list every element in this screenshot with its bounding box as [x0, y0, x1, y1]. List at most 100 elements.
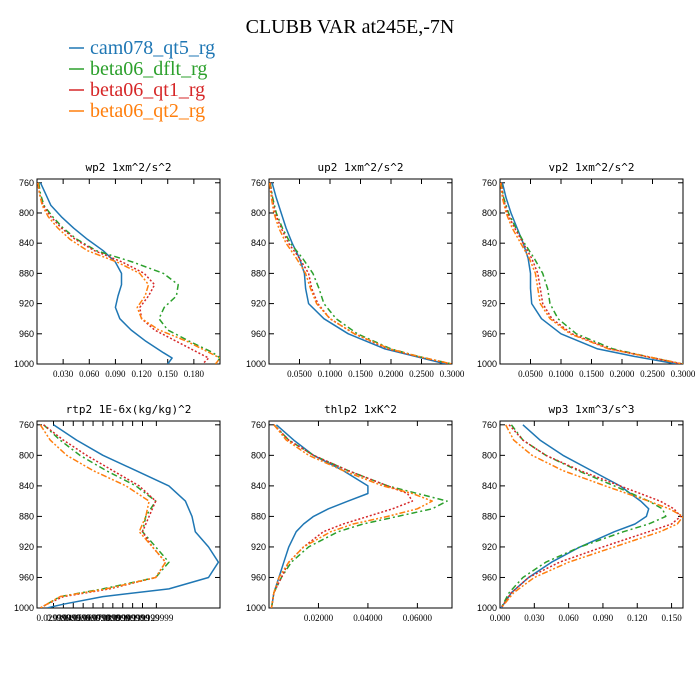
x-tick-label: 0.030: [53, 369, 74, 379]
series-line-cam078_qt5_rg: [46, 424, 220, 608]
y-tick-label: 880: [251, 268, 266, 278]
x-tick-label: 0.2500: [640, 369, 665, 379]
y-tick-label: 800: [482, 208, 497, 218]
series-line-beta06_qt2_rg: [270, 424, 433, 608]
x-tick-label: 0.089999: [96, 613, 131, 623]
series-line-beta06_qt1_rg: [270, 424, 414, 608]
series-line-beta06_dflt_rg: [500, 424, 667, 608]
series-line-beta06_qt1_rg: [500, 182, 682, 364]
series-line-beta06_qt1_rg: [37, 182, 210, 364]
y-tick-label: 960: [19, 572, 34, 582]
x-tick-label: 0.090: [105, 369, 126, 379]
y-tick-label: 880: [251, 511, 266, 521]
y-tick-label: 960: [482, 572, 497, 582]
x-tick-label: 0.180: [184, 369, 205, 379]
panel-4: thlp2 1xK^2 760 800 840 880 920 960 1000 0.02000…: [246, 403, 453, 623]
y-tick-label: 800: [251, 208, 266, 218]
y-tick-label: 960: [19, 329, 34, 339]
panel-title: wp2 1xm^2/s^2: [85, 161, 171, 174]
plot-frame: [268, 420, 453, 609]
series-line-beta06_qt1_rg: [500, 424, 682, 608]
x-tick-label: 0.060: [559, 613, 580, 623]
y-tick-label: 960: [482, 329, 497, 339]
series-line-beta06_dflt_rg: [500, 182, 683, 364]
x-tick-label: 0.059999: [66, 613, 101, 623]
y-tick-label: 1000: [14, 359, 34, 369]
y-tick-label: 960: [251, 329, 266, 339]
plot-frame: [36, 420, 221, 609]
series-line-cam078_qt5_rg: [501, 182, 678, 364]
panel-title: up2 1xm^2/s^2: [317, 161, 403, 174]
y-tick-label: 840: [482, 238, 497, 248]
x-tick-label: 0.3000: [671, 369, 696, 379]
legend-label-2: beta06_qt1_rg: [90, 79, 205, 101]
x-tick-label: 0.0500: [287, 369, 312, 379]
series-line-beta06_qt1_rg: [39, 424, 167, 608]
x-tick-label: 0.1500: [579, 369, 604, 379]
x-tick-label: 0.129999: [139, 613, 174, 623]
y-tick-label: 760: [251, 420, 266, 430]
y-tick-label: 880: [482, 268, 497, 278]
x-tick-label: 0.060: [79, 369, 100, 379]
y-tick-label: 920: [19, 299, 34, 309]
x-tick-label: 0.119999: [126, 613, 161, 623]
y-tick-label: 920: [251, 542, 266, 552]
y-tick-label: 800: [482, 450, 497, 460]
series-line-beta06_qt2_rg: [500, 424, 683, 608]
panel-1: up2 1xm^2/s^2 760 800 840 880 920 960 1000 0.050…: [246, 161, 465, 379]
x-tick-label: 0.0500: [518, 369, 543, 379]
x-tick-label: 0.1000: [318, 369, 343, 379]
panel-5: wp3 1xm^3/s^3 760 800 840 880 920 960 10000.000…: [477, 403, 684, 623]
panel-0: wp2 1xm^2/s^2 760 800 840 880 920 960 1000 0.030…: [14, 161, 221, 379]
y-tick-label: 760: [482, 420, 497, 430]
x-tick-label: 0.099999: [106, 613, 141, 623]
x-tick-label: 0.2000: [610, 369, 635, 379]
series-line-cam078_qt5_rg: [270, 424, 369, 608]
x-tick-label: 0.150: [158, 369, 179, 379]
series-line-cam078_qt5_rg: [500, 424, 650, 608]
plot-frame: [268, 178, 453, 365]
x-tick-label: 0.2000: [379, 369, 404, 379]
x-tick-label: 0.030: [524, 613, 545, 623]
y-tick-label: 880: [19, 268, 34, 278]
series-line-beta06_dflt_rg: [270, 424, 448, 608]
y-tick-label: 1000: [246, 359, 266, 369]
y-tick-label: 880: [19, 511, 34, 521]
x-tick-label: 0.3000: [440, 369, 465, 379]
series-line-cam078_qt5_rg: [39, 182, 173, 364]
x-tick-label: 0.150: [661, 613, 682, 623]
legend: cam078_qt5_rgbeta06_dflt_rgbeta06_qt1_rg…: [69, 37, 215, 122]
y-tick-label: 800: [19, 208, 34, 218]
y-tick-label: 920: [251, 299, 266, 309]
plot-frame: [499, 178, 684, 365]
y-tick-label: 920: [19, 542, 34, 552]
x-tick-label: 0.000: [490, 613, 511, 623]
panel-3: rtp2 1E-6x(kg/kg)^2 760 800 840 880 920 960 100…: [14, 403, 221, 623]
x-tick-label: 0.029999: [36, 613, 71, 623]
legend-label-0: cam078_qt5_rg: [90, 37, 215, 59]
figure-title: CLUBB VAR at245E,-7N: [246, 16, 455, 38]
x-tick-label: 0.109999: [116, 613, 151, 623]
x-tick-label: 0.120: [131, 369, 152, 379]
x-tick-label: 0.2500: [409, 369, 434, 379]
y-tick-label: 960: [251, 572, 266, 582]
y-tick-label: 800: [19, 450, 34, 460]
y-tick-label: 760: [251, 178, 266, 188]
legend-label-1: beta06_dflt_rg: [90, 58, 207, 80]
panel-2: vp2 1xm^2/s^2 760 800 840 880 920 960 1000 0.050…: [477, 161, 696, 379]
series-line-beta06_dflt_rg: [37, 182, 220, 364]
y-tick-label: 840: [251, 238, 266, 248]
y-tick-label: 800: [251, 450, 266, 460]
x-tick-label: 0.049999: [56, 613, 91, 623]
panels: wp2 1xm^2/s^2 760 800 840 880 920 960 1000 0.030…: [14, 161, 696, 623]
panel-title: wp3 1xm^3/s^3: [548, 403, 634, 416]
series-line-beta06_qt2_rg: [500, 182, 683, 364]
y-tick-label: 880: [482, 511, 497, 521]
y-tick-label: 760: [482, 178, 497, 188]
plot-frame: [36, 178, 221, 365]
panel-title: rtp2 1E-6x(kg/kg)^2: [66, 403, 192, 416]
x-tick-label: 0.1000: [549, 369, 574, 379]
series-line-beta06_qt1_rg: [269, 182, 451, 364]
x-tick-label: 0.039999: [46, 613, 81, 623]
